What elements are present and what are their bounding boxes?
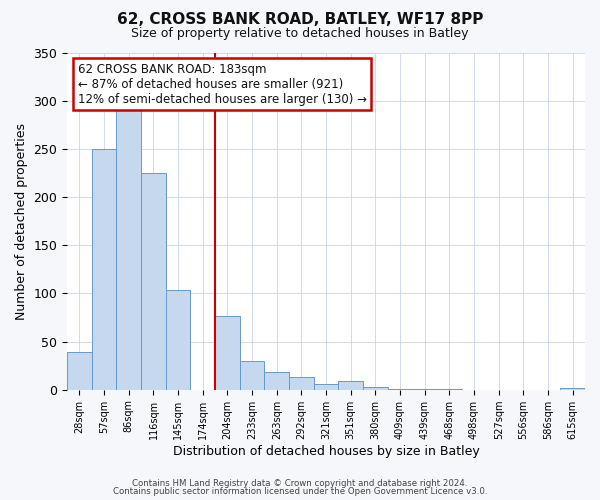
Bar <box>388 389 412 390</box>
Bar <box>215 316 240 390</box>
Bar <box>141 173 166 390</box>
X-axis label: Distribution of detached houses by size in Batley: Distribution of detached houses by size … <box>173 444 479 458</box>
Bar <box>289 377 314 390</box>
Y-axis label: Number of detached properties: Number of detached properties <box>15 122 28 320</box>
Bar <box>265 372 289 390</box>
Text: Contains HM Land Registry data © Crown copyright and database right 2024.: Contains HM Land Registry data © Crown c… <box>132 478 468 488</box>
Bar <box>338 381 363 390</box>
Bar <box>166 290 190 390</box>
Bar <box>560 388 585 390</box>
Text: Size of property relative to detached houses in Batley: Size of property relative to detached ho… <box>131 28 469 40</box>
Text: Contains public sector information licensed under the Open Government Licence v3: Contains public sector information licen… <box>113 487 487 496</box>
Bar <box>92 149 116 390</box>
Text: 62 CROSS BANK ROAD: 183sqm
← 87% of detached houses are smaller (921)
12% of sem: 62 CROSS BANK ROAD: 183sqm ← 87% of deta… <box>77 62 367 106</box>
Bar <box>240 361 265 390</box>
Text: 62, CROSS BANK ROAD, BATLEY, WF17 8PP: 62, CROSS BANK ROAD, BATLEY, WF17 8PP <box>117 12 483 28</box>
Bar <box>116 110 141 390</box>
Bar <box>412 389 437 390</box>
Bar <box>67 352 92 390</box>
Bar <box>363 387 388 390</box>
Bar <box>437 389 462 390</box>
Bar <box>314 384 338 390</box>
